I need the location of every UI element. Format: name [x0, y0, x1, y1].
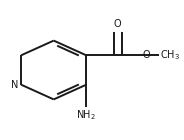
Text: NH$_2$: NH$_2$ — [76, 108, 96, 122]
Text: O: O — [142, 50, 150, 60]
Text: N: N — [11, 80, 18, 90]
Text: O: O — [114, 19, 121, 29]
Text: CH$_3$: CH$_3$ — [160, 48, 180, 62]
